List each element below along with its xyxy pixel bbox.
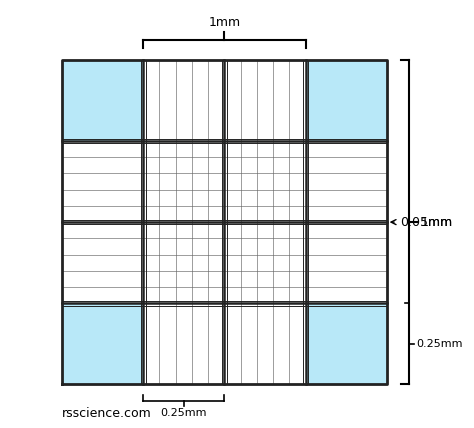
Bar [143, 60, 306, 384]
Bar [62, 303, 143, 384]
Bar [62, 60, 143, 141]
Text: 0.25mm: 0.25mm [416, 339, 463, 349]
Bar [62, 60, 387, 384]
Text: 1mm: 1mm [421, 216, 453, 229]
Bar [62, 141, 387, 303]
Text: 0.05mm: 0.05mm [391, 216, 452, 229]
Bar [306, 303, 387, 384]
Text: 0.25mm: 0.25mm [161, 408, 207, 418]
Text: 1mm: 1mm [209, 16, 240, 29]
Bar [306, 60, 387, 141]
Text: rsscience.com: rsscience.com [62, 407, 152, 420]
